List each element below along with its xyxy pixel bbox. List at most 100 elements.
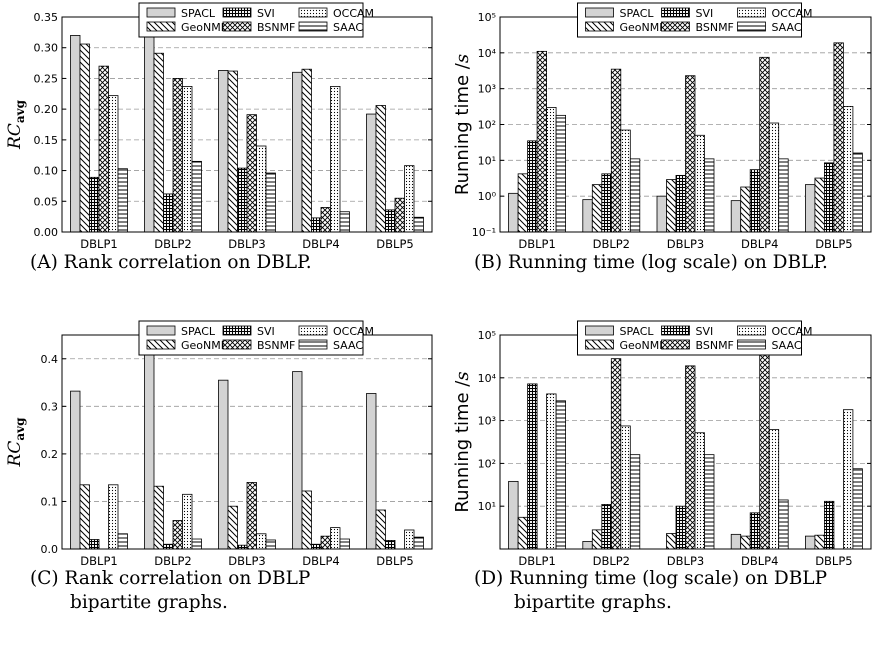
- y-axis-label: Running time /s: [452, 371, 473, 512]
- bar-spacl-dblp1: [70, 35, 81, 233]
- bar-occam-dblp4: [768, 429, 780, 550]
- x-tick-label: DBLP2: [154, 554, 191, 568]
- bar-bsnmf-dblp5: [394, 197, 405, 233]
- bar-svi-dblp5: [824, 162, 835, 233]
- y-tick-label: 0.4: [41, 353, 59, 366]
- bar-saac-dblp4: [778, 499, 789, 550]
- legend-swatch-bsnmf: [222, 21, 252, 32]
- legend-swatch-spacl: [585, 325, 614, 336]
- x-tick-label: DBLP3: [667, 554, 704, 568]
- legend-label-bsnmf: BSNMF: [696, 21, 734, 34]
- y-axis-label: RCavg: [5, 417, 27, 468]
- bar-geonmf-dblp4: [301, 68, 312, 233]
- bar-svi-dblp5: [824, 500, 835, 550]
- bar-occam-dblp5: [404, 165, 415, 233]
- x-tick-label: DBLP1: [80, 554, 117, 568]
- bar-bsnmf-dblp4: [759, 56, 770, 233]
- y-tick-label: 10⁰: [478, 190, 497, 203]
- bar-bsnmf-dblp4: [759, 354, 770, 550]
- x-tick-label: DBLP5: [376, 554, 413, 568]
- bar-occam-dblp1: [546, 107, 557, 233]
- bar-occam-dblp5: [404, 529, 415, 550]
- bar-spacl-dblp5: [805, 535, 816, 550]
- bar-occam-dblp1: [546, 393, 557, 550]
- bar-bsnmf-dblp4: [320, 535, 331, 550]
- bar-spacl-dblp4: [730, 533, 742, 550]
- bar-spacl-dblp4: [730, 200, 742, 233]
- bar-svi-dblp3: [237, 167, 248, 233]
- y-tick-label: 10¹: [478, 154, 496, 167]
- chart-panel-3: 0.0 0.1 0.2 0.3 0.4 DBLP1 DBLP2 DBLP3 DBLP4 DBLP5…: [5, 320, 433, 613]
- bar-spacl-dblp5: [805, 184, 816, 233]
- bar-svi-dblp5: [385, 540, 396, 550]
- bar-spacl-dblp2: [144, 346, 155, 550]
- chart-panel-2: 10⁻¹ 10⁰ 10¹ 10² 10³ 10⁴ 10⁵ DBLP1 DBLP2 DBLP3 DBL…: [452, 2, 872, 273]
- y-tick-label: 10²: [478, 119, 496, 132]
- bar-bsnmf-dblp3: [685, 75, 696, 233]
- x-tick-label: DBLP5: [815, 237, 852, 251]
- bar-saac-dblp1: [555, 400, 566, 550]
- legend-label-saac: SAAC: [772, 21, 802, 34]
- bar-bsnmf-dblp2: [610, 68, 622, 233]
- y-tick-label: 0.20: [34, 103, 59, 116]
- bar-occam-dblp1: [108, 95, 119, 233]
- legend-label-svi: SVI: [696, 325, 714, 338]
- x-tick-label: DBLP2: [154, 237, 191, 251]
- bar-saac-dblp4: [778, 158, 789, 233]
- y-tick-label: 10⁻¹: [472, 226, 496, 239]
- y-tick-label: 0.35: [34, 11, 59, 24]
- bar-spacl-dblp2: [582, 199, 593, 233]
- bar-saac-dblp5: [413, 536, 424, 550]
- bar-spacl-dblp5: [366, 393, 377, 550]
- bar-occam-dblp2: [182, 86, 193, 233]
- bar-bsnmf-dblp1: [98, 65, 109, 233]
- bar-svi-dblp2: [163, 543, 174, 550]
- y-axis-label: Running time /s: [452, 54, 473, 195]
- bar-bsnmf-dblp1: [536, 50, 547, 233]
- y-tick-label: 0.05: [34, 195, 59, 208]
- bar-geonmf-dblp3: [227, 505, 238, 550]
- bar-geonmf-dblp2: [153, 485, 164, 550]
- bar-saac-dblp5: [852, 468, 863, 550]
- legend-swatch-saac: [737, 21, 766, 32]
- bar-bsnmf-dblp2: [610, 358, 622, 550]
- subfigure-caption: (C) Rank correlation on DBLP: [30, 568, 310, 589]
- bar-svi-dblp1: [89, 539, 100, 550]
- bar-occam-dblp4: [330, 86, 341, 233]
- y-tick-label: 10⁴: [478, 372, 497, 385]
- bar-bsnmf-dblp3: [246, 482, 257, 550]
- legend-swatch-svi: [661, 7, 690, 18]
- y-axis-label: RCavg: [5, 99, 27, 150]
- x-tick-label: DBLP4: [741, 237, 778, 251]
- y-tick-label: 10¹: [478, 500, 496, 513]
- bar-spacl-dblp5: [366, 113, 377, 233]
- bar-spacl-dblp1: [508, 192, 519, 233]
- bar-saac-dblp1: [117, 533, 128, 550]
- bar-occam-dblp3: [256, 145, 267, 233]
- y-tick-label: 0.00: [34, 226, 59, 239]
- bar-svi-dblp3: [237, 544, 248, 550]
- legend-label-bsnmf: BSNMF: [257, 21, 295, 34]
- y-tick-label: 0.1: [41, 495, 59, 508]
- bar-spacl-dblp3: [218, 379, 229, 550]
- bar-saac-dblp5: [852, 152, 863, 233]
- legend-swatch-svi: [661, 325, 690, 336]
- x-tick-label: DBLP3: [667, 237, 704, 251]
- x-tick-label: DBLP1: [518, 237, 555, 251]
- bar-occam-dblp1: [108, 484, 119, 550]
- x-tick-label: DBLP4: [302, 554, 339, 568]
- bar-geonmf-dblp1: [517, 516, 528, 550]
- x-tick-label: DBLP3: [228, 237, 265, 251]
- bar-geonmf-dblp3: [666, 179, 677, 233]
- x-tick-label: DBLP4: [302, 237, 339, 251]
- bar-bsnmf-dblp2: [172, 520, 183, 550]
- bar-svi-dblp1: [89, 176, 100, 233]
- subfigure-caption: bipartite graphs.: [514, 592, 672, 613]
- bar-saac-dblp2: [191, 538, 202, 550]
- bar-svi-dblp2: [163, 193, 174, 233]
- bar-occam-dblp4: [768, 122, 780, 233]
- legend-swatch-bsnmf: [661, 339, 690, 350]
- chart-panel-1: 0.00 0.05 0.10 0.15 0.20 0.25 0.30 0.35 DBLP1 DBL…: [5, 2, 433, 273]
- legend-swatch-spacl: [146, 325, 176, 336]
- subfigure-caption: (B) Running time (log scale) on DBLP.: [474, 252, 828, 273]
